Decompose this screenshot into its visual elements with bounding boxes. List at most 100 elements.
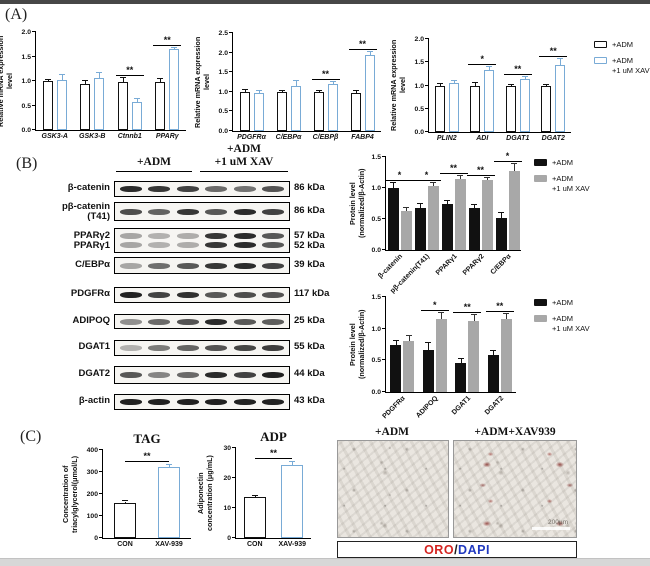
bar bbox=[505, 86, 516, 132]
blot-lane-box bbox=[114, 287, 290, 303]
x-category-label: XAV-939 bbox=[278, 541, 307, 548]
significance-marker: * bbox=[468, 54, 497, 65]
legend-label: +ADM bbox=[552, 158, 574, 167]
y-tick-label: 0.5 bbox=[414, 105, 424, 113]
blot-band bbox=[120, 292, 142, 298]
significance-marker: ** bbox=[153, 35, 182, 46]
blot-band bbox=[148, 208, 171, 215]
y-tick-label: 0.0 bbox=[371, 389, 381, 396]
blot-band bbox=[261, 262, 284, 269]
significance-marker: ** bbox=[125, 451, 169, 462]
error-bar-stem bbox=[560, 59, 562, 65]
blot-band bbox=[261, 242, 284, 249]
legend-label: +ADM +1 uM XAV bbox=[552, 314, 590, 333]
bar bbox=[117, 81, 128, 130]
y-tick-mark bbox=[232, 507, 236, 508]
error-bar-cap bbox=[471, 204, 477, 206]
significance-marker: ** bbox=[485, 302, 514, 313]
stain-caption-part: DAPI bbox=[458, 542, 490, 557]
y-tick-mark bbox=[229, 71, 233, 73]
y-tick-label: 0.5 bbox=[371, 216, 381, 223]
blot-band bbox=[205, 242, 228, 249]
bar bbox=[403, 340, 415, 392]
bar-group: ** bbox=[348, 33, 377, 131]
y-tick-label: 0.0 bbox=[218, 128, 228, 135]
blot-kda-label: 86 kDa bbox=[294, 182, 325, 193]
western-blot-rows: β-catenin 86 kDa pβ-catenin (T41) 86 kDa PPA… bbox=[52, 178, 352, 418]
error-bar-cap bbox=[436, 83, 443, 85]
error-bar-stem bbox=[514, 163, 515, 172]
bar bbox=[155, 81, 166, 130]
blot-band bbox=[148, 186, 171, 192]
bar bbox=[481, 179, 493, 250]
x-category-label: DGAT1 bbox=[506, 135, 530, 142]
legend-mrna: +ADM +ADM +1 uM XAV bbox=[594, 40, 650, 82]
y-tick-mark bbox=[382, 327, 386, 329]
chart-mrna-wnt-genes: Relative mRNA expression level 0.0 0.5 1.0 1… bbox=[0, 29, 186, 140]
bar-group: * bbox=[493, 151, 522, 250]
error-bar-stem bbox=[169, 464, 170, 467]
blot-kda-label: 57 kDa 52 kDa bbox=[294, 229, 325, 251]
legend-swatch bbox=[534, 315, 547, 323]
x-category-label: GSK3-A bbox=[41, 133, 68, 140]
y-tick-label: 2.0 bbox=[21, 29, 31, 36]
blot-band bbox=[205, 399, 228, 405]
bar bbox=[56, 79, 67, 130]
top-border bbox=[0, 0, 650, 4]
error-bar-cap bbox=[498, 211, 504, 213]
error-bar-cap bbox=[44, 78, 51, 80]
significance-marker: * bbox=[412, 171, 441, 182]
y-tick-label: 0.0 bbox=[414, 129, 424, 136]
error-bar-stem bbox=[475, 82, 477, 87]
x-category-label: Ctnnb1 bbox=[117, 133, 142, 140]
x-category-label: GSK3-B bbox=[79, 133, 106, 140]
y-tick-mark bbox=[382, 391, 386, 392]
y-tick-mark bbox=[382, 187, 386, 188]
y-tick-label: 1.5 bbox=[21, 53, 31, 61]
x-category-label: β-catenin bbox=[377, 253, 405, 280]
error-bar-cap bbox=[58, 74, 65, 76]
panel-b-label: (B) bbox=[16, 155, 38, 172]
blot-kda-label: 86 kDa bbox=[294, 204, 325, 216]
x-category-label: PPARγ bbox=[155, 133, 179, 140]
blot-band bbox=[261, 208, 284, 215]
error-bar-stem bbox=[99, 72, 101, 78]
error-bar-cap bbox=[486, 65, 493, 67]
bar bbox=[422, 349, 434, 392]
bar bbox=[468, 321, 480, 392]
error-bar-stem bbox=[332, 82, 334, 85]
blot-header-adm-xav: +ADM +1 uM XAV bbox=[200, 143, 288, 172]
blot-lane-box bbox=[114, 228, 290, 253]
x-category-label: DGAT2 bbox=[483, 395, 505, 417]
error-bar-cap bbox=[329, 81, 336, 83]
significance-marker: * bbox=[420, 300, 449, 311]
y-tick-label: 2.5 bbox=[218, 30, 228, 37]
error-bar-cap bbox=[251, 494, 258, 496]
blot-band bbox=[205, 262, 228, 269]
error-bar-cap bbox=[82, 79, 89, 81]
y-tick-label: 200 bbox=[86, 491, 98, 498]
blot-band bbox=[148, 345, 171, 351]
bar-group: ** bbox=[439, 157, 468, 250]
y-tick-mark bbox=[229, 110, 233, 112]
blot-band bbox=[261, 186, 284, 192]
significance-marker: ** bbox=[348, 40, 377, 51]
error-bar-stem bbox=[501, 212, 502, 219]
y-tick-mark bbox=[32, 129, 36, 130]
error-bar-stem bbox=[281, 90, 283, 92]
blot-band bbox=[205, 186, 228, 192]
y-tick-label: 0.5 bbox=[371, 357, 381, 365]
bar bbox=[508, 171, 520, 250]
error-bar-stem bbox=[355, 90, 357, 93]
legend-item: +ADM bbox=[534, 158, 590, 167]
blot-band-row bbox=[115, 232, 289, 239]
error-bar-cap bbox=[543, 84, 550, 86]
blot-kda-label: 117 kDa bbox=[294, 288, 330, 299]
y-tick-label: 2.0 bbox=[218, 49, 228, 57]
bar bbox=[519, 78, 530, 132]
y-tick-mark bbox=[99, 493, 103, 494]
error-bar-cap bbox=[133, 97, 140, 99]
error-bar-cap bbox=[157, 78, 164, 80]
bar-group: * bbox=[468, 39, 497, 132]
